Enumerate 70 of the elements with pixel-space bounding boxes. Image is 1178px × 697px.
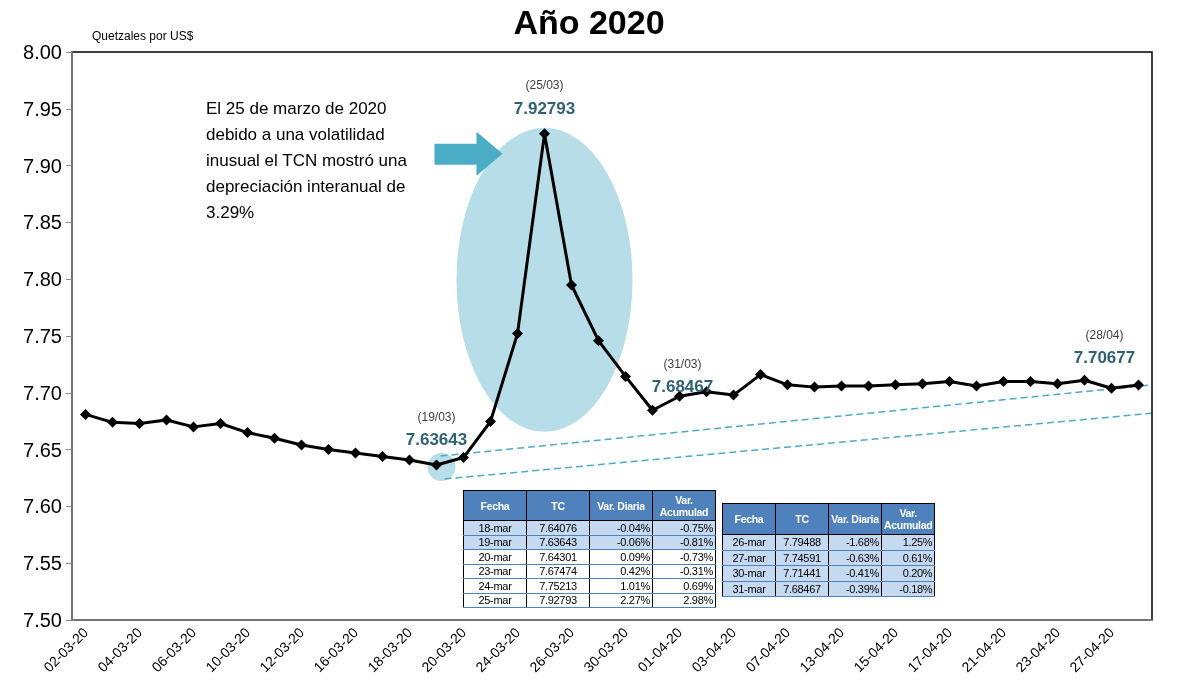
y-tick-label: 7.90 [23, 154, 62, 177]
y-tick-label: 7.95 [23, 97, 62, 120]
data-label: 7.70677 [1073, 348, 1136, 368]
data-label: 7.63643 [405, 430, 468, 450]
annotation: 7.92793 [526, 593, 590, 608]
annotation: 0.20% [881, 565, 935, 581]
annotation: (31/03) [663, 356, 702, 371]
chart-title: Año 2020 [513, 3, 665, 41]
annotation: Var. Acumulad [881, 503, 935, 535]
annotation: 7.68467 [775, 581, 829, 597]
y-axis-title: Quetzales por US$ [92, 29, 194, 43]
annotation: -0.39% [828, 581, 882, 597]
annotation: 7.75213 [526, 578, 590, 593]
annotation: 0.61% [881, 550, 935, 566]
annotation: 7.74591 [775, 550, 829, 566]
annotation: -0.04% [589, 520, 653, 535]
annotation: 7.63643 [526, 535, 590, 550]
data-label: 7.68467 [651, 377, 714, 397]
annotation: -0.41% [828, 565, 882, 581]
annotation: Var. Diaria [828, 503, 882, 535]
annotation: -0.31% [652, 564, 716, 579]
annotation: 1.25% [881, 534, 935, 550]
annotation: 7.79488 [775, 534, 829, 550]
y-tick-label: 7.80 [23, 268, 62, 291]
annotation: -0.06% [589, 535, 653, 550]
annotation: Var. Acumulad [652, 490, 716, 521]
annotation: 7.64301 [526, 549, 590, 564]
annotation: -0.73% [652, 549, 716, 564]
y-tick-label: 7.70 [23, 381, 62, 404]
annotation: -0.63% [828, 550, 882, 566]
y-tick-label: 7.65 [23, 438, 62, 461]
annotation: Fecha [722, 503, 776, 535]
annotation: 7.64076 [526, 520, 590, 535]
annotation: TC [526, 490, 590, 521]
annotation: 0.69% [652, 578, 716, 593]
annotation: Var. Diaria [589, 490, 653, 521]
y-tick-label: 7.60 [23, 495, 62, 518]
annotation: 0.42% [589, 564, 653, 579]
annotation: 7.67474 [526, 564, 590, 579]
annotation: 30-mar [722, 565, 776, 581]
annotation: -0.75% [652, 520, 716, 535]
annotation: 2.98% [652, 593, 716, 608]
annotation: (19/03) [417, 409, 456, 424]
annotation: -1.68% [828, 534, 882, 550]
annotation: 24-mar [463, 578, 527, 593]
annotation: 7.71441 [775, 565, 829, 581]
data-label: 7.92793 [513, 98, 576, 118]
annotation: 27-mar [722, 550, 776, 566]
annotation: Fecha [463, 490, 527, 521]
annotation: 26-mar [722, 534, 776, 550]
annotation: (25/03) [525, 78, 564, 93]
annotation: El 25 de marzo de 2020 debido a una volatilidad inusual el TCN mostró una depreciación interanual de 3.29% [206, 97, 408, 224]
annotation: 0.09% [589, 549, 653, 564]
annotation: 25-mar [463, 593, 527, 608]
annotation: 18-mar [463, 520, 527, 535]
y-tick-label: 7.55 [23, 552, 62, 575]
y-tick-label: 7.85 [23, 211, 62, 234]
y-tick-label: 7.50 [23, 609, 62, 631]
y-tick-label: 8.00 [23, 41, 62, 63]
annotation: 19-mar [463, 535, 527, 550]
annotation: -0.18% [881, 581, 935, 597]
annotation: 23-mar [463, 564, 527, 579]
annotation: 31-mar [722, 581, 776, 597]
annotation: 1.01% [589, 578, 653, 593]
annotation: 20-mar [463, 549, 527, 564]
annotation: 2.27% [589, 593, 653, 608]
annotation: TC [775, 503, 829, 535]
annotation: -0.81% [652, 535, 716, 550]
y-tick-label: 7.75 [23, 325, 62, 347]
annotation: (28/04) [1085, 327, 1124, 342]
